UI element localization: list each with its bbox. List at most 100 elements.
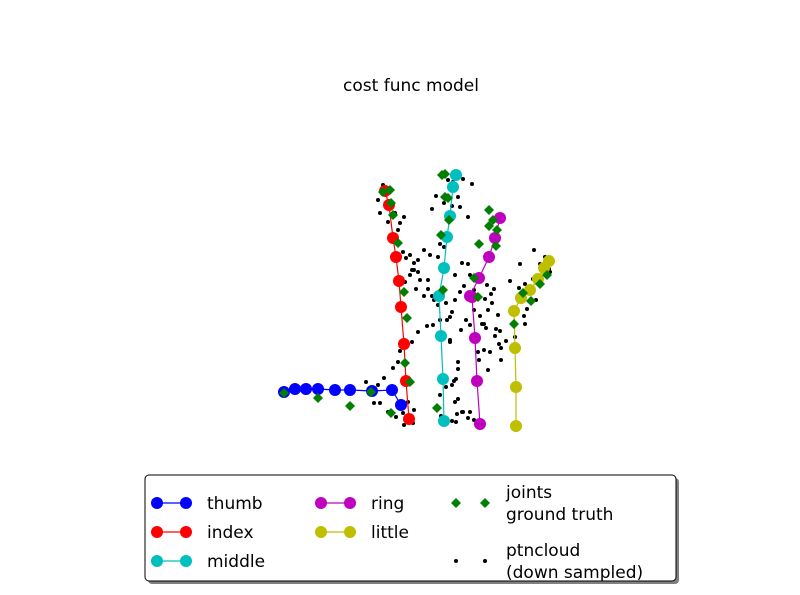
legend-marker-index: [180, 526, 192, 538]
legend-label-ptncloud: ptncloud (down sampled): [506, 541, 643, 583]
data-point-joints: [405, 377, 415, 387]
data-point-ptncloud: [496, 313, 500, 317]
data-point-joints: [488, 215, 498, 225]
data-point-ptncloud: [499, 346, 503, 350]
plot-area: [278, 169, 555, 432]
data-point-ring: [474, 418, 486, 430]
data-point-thumb: [289, 383, 301, 395]
data-point-little: [510, 381, 522, 393]
legend-marker-little: [315, 526, 327, 538]
data-point-ptncloud: [483, 297, 487, 301]
legend-marker-index: [151, 526, 163, 538]
data-point-ptncloud: [482, 348, 486, 352]
data-point-ptncloud: [525, 307, 529, 311]
data-point-ptncloud: [394, 415, 398, 419]
data-point-joints: [444, 215, 454, 225]
data-point-ptncloud: [460, 261, 464, 265]
data-point-little: [508, 305, 520, 317]
data-point-little: [510, 420, 522, 432]
data-point-ptncloud: [410, 340, 414, 344]
data-point-ptncloud: [408, 253, 412, 257]
data-point-joints: [313, 393, 323, 403]
data-point-ptncloud: [444, 385, 448, 389]
data-point-ptncloud: [412, 261, 416, 265]
data-point-ptncloud: [412, 268, 416, 272]
data-point-ptncloud: [372, 401, 376, 405]
data-point-ptncloud: [461, 177, 465, 181]
data-point-ring: [483, 251, 495, 263]
data-point-middle: [447, 181, 459, 193]
data-point-joints: [345, 401, 355, 411]
data-point-joints: [484, 205, 494, 215]
data-point-little: [543, 255, 555, 267]
legend-marker-ptncloud: [483, 559, 487, 563]
data-point-joints: [378, 187, 388, 197]
legend-label-index: index: [207, 523, 254, 543]
data-point-ptncloud: [444, 301, 448, 305]
data-point-joints: [474, 239, 484, 249]
data-point-ptncloud: [458, 205, 462, 209]
data-point-ptncloud: [434, 194, 438, 198]
legend-entry-thumb: thumb: [151, 494, 263, 514]
legend-entry-little: little: [315, 523, 409, 543]
series-little: [508, 255, 555, 432]
data-point-thumb: [386, 384, 398, 396]
data-point-ptncloud: [476, 350, 480, 354]
data-point-joints: [469, 273, 479, 283]
data-point-joints: [518, 288, 528, 298]
data-point-ptncloud: [498, 329, 502, 333]
data-point-ptncloud: [456, 367, 460, 371]
legend-marker-ptncloud: [454, 559, 458, 563]
data-point-ptncloud: [462, 284, 466, 288]
data-point-ptncloud: [376, 383, 380, 387]
data-point-ptncloud: [396, 360, 400, 364]
data-point-ptncloud: [426, 278, 430, 282]
data-point-ptncloud: [494, 327, 498, 331]
data-point-joints: [443, 193, 453, 203]
legend-marker-ring: [344, 497, 356, 509]
data-point-ptncloud: [418, 278, 422, 282]
data-point-middle: [437, 373, 449, 385]
data-point-joints: [526, 296, 536, 306]
data-point-ptncloud: [378, 401, 382, 405]
data-point-ptncloud: [468, 323, 472, 327]
data-point-joints: [279, 388, 289, 398]
chart-title: cost func model: [343, 76, 479, 96]
data-point-ptncloud: [396, 228, 400, 232]
data-point-ptncloud: [450, 310, 454, 314]
data-point-ptncloud: [450, 419, 454, 423]
legend-entry-index: index: [151, 523, 254, 543]
data-point-ptncloud: [477, 358, 481, 362]
data-point-ptncloud: [438, 242, 442, 246]
data-point-index: [403, 413, 415, 425]
data-point-ptncloud: [431, 323, 435, 327]
data-point-joints: [437, 170, 447, 180]
series-thumb: [278, 383, 407, 411]
data-point-joints: [438, 285, 448, 295]
legend-marker-middle: [180, 555, 192, 567]
data-point-ptncloud: [458, 290, 462, 294]
data-point-middle: [438, 415, 450, 427]
legend-label-little: little: [371, 523, 409, 543]
data-point-ptncloud: [480, 322, 484, 326]
data-point-ptncloud: [466, 262, 470, 266]
data-point-ptncloud: [459, 328, 463, 332]
data-point-ring: [489, 232, 501, 244]
data-point-ptncloud: [398, 221, 402, 225]
data-point-ptncloud: [522, 314, 526, 318]
data-point-middle: [450, 169, 462, 181]
data-point-ring: [469, 332, 481, 344]
data-point-index: [393, 275, 405, 287]
legend-label-joints: joints ground truth: [505, 483, 613, 525]
data-point-joints: [432, 403, 442, 413]
data-point-ptncloud: [508, 279, 512, 283]
data-point-ptncloud: [430, 207, 434, 211]
data-point-ptncloud: [402, 215, 406, 219]
data-point-thumb: [312, 383, 324, 395]
data-point-ptncloud: [478, 314, 482, 318]
series-middle: [433, 169, 462, 427]
data-point-ptncloud: [489, 292, 493, 296]
legend-marker-thumb: [180, 497, 192, 509]
data-point-ptncloud: [422, 294, 426, 298]
